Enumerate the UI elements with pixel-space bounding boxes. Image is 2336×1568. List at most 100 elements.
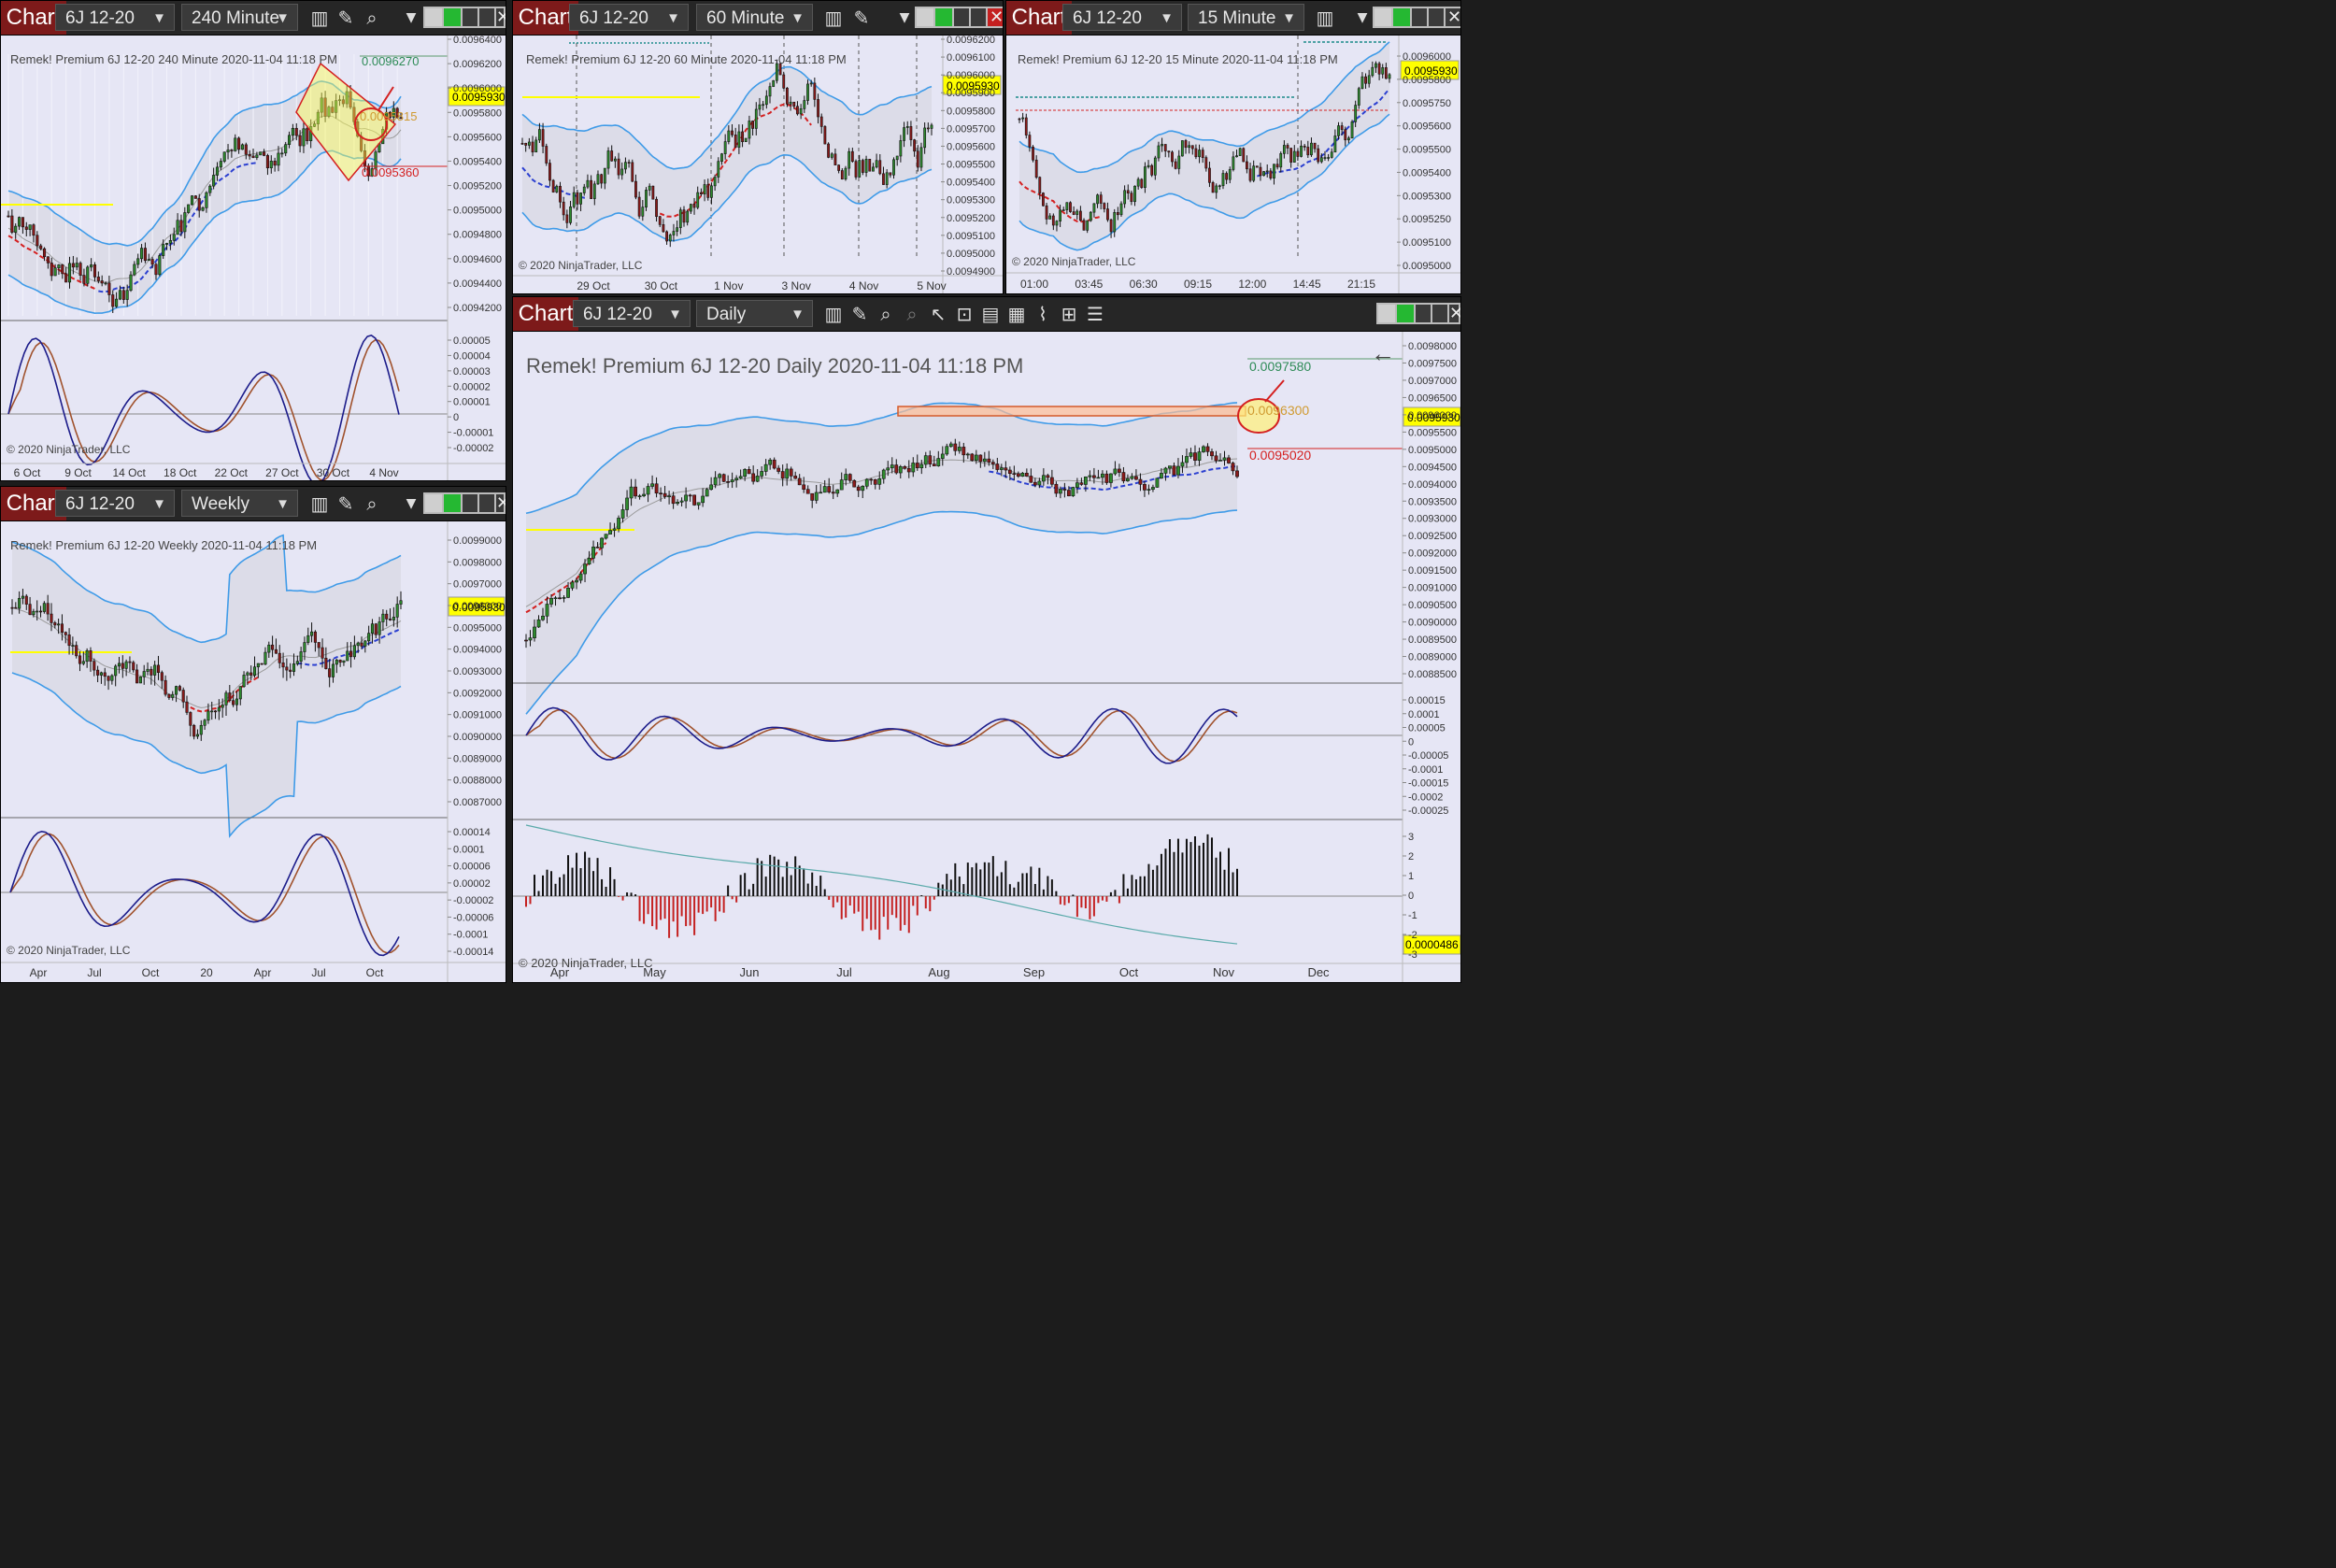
bar-type-icon[interactable]: ▥ (824, 7, 843, 29)
candle-body (699, 192, 703, 194)
period-select[interactable]: Weekly ▼ (181, 490, 298, 517)
chart-menu-button[interactable]: Chart (1006, 1, 1072, 35)
candle-body (67, 263, 72, 283)
chevron-down-icon[interactable]: ▼ (406, 10, 417, 25)
axis-label: 0.00006 (453, 862, 491, 873)
calculator-icon[interactable]: ⊞ (1061, 303, 1077, 325)
chevron-down-icon[interactable]: ▼ (1357, 10, 1368, 25)
instrument-select[interactable]: 6J 12-20 ▼ (569, 4, 689, 31)
current-price-tag (448, 596, 506, 617)
candle-body (778, 63, 782, 76)
candle-body (676, 502, 680, 505)
candle-body (7, 215, 10, 218)
data-box-icon[interactable]: ⊡ (956, 303, 973, 325)
candle-body (799, 108, 803, 115)
close-button[interactable]: ✕ (986, 7, 1003, 28)
axis-label: 0.0095800 (947, 106, 995, 117)
drawing-tool-icon[interactable]: ✎ (337, 7, 354, 29)
chart-header: Remek! Premium 6J 12-20 15 Minute 2020-1… (1018, 52, 1338, 66)
period-select[interactable]: 60 Minute ▼ (696, 4, 813, 31)
chart-plot-area[interactable]: 0.0095930 Remek! Premium 6J 12-20 60 Min… (513, 35, 1003, 293)
period-select[interactable]: 240 Minute ▼ (181, 4, 298, 31)
candle-body (60, 623, 64, 633)
period-value: Daily (706, 305, 747, 324)
axis-label: Sep (1023, 965, 1045, 979)
axis-label: 21:15 (1347, 278, 1375, 291)
close-button[interactable]: ✕ (494, 492, 506, 514)
candle-body (809, 82, 813, 85)
candle-body (909, 126, 913, 140)
bar-type-icon[interactable]: ▥ (310, 492, 329, 515)
drawing-tool-icon[interactable]: ✎ (337, 492, 354, 515)
copyright-label: © 2020 NinjaTrader, LLC (519, 956, 653, 970)
axis-label: 4 Nov (369, 466, 398, 479)
chart-trader-icon[interactable]: ⌇ (1038, 303, 1047, 325)
candle-body (1225, 173, 1229, 180)
zoom-icon[interactable]: ⌕ (366, 492, 377, 515)
candle-body (207, 710, 210, 721)
candle-body (662, 492, 667, 497)
chart-toolbar: Chart 6J 12-20 ▼ 15 Minute ▼ ▥ ▼ ✕ (1006, 1, 1460, 36)
candle-body (168, 240, 172, 244)
candle-body (252, 666, 257, 676)
chevron-down-icon: ▼ (791, 306, 805, 322)
period-select[interactable]: 15 Minute ▼ (1188, 4, 1304, 31)
candle-body (898, 466, 903, 474)
candle-body (1172, 465, 1176, 476)
bar-type-icon[interactable]: ▥ (1316, 7, 1334, 29)
period-value: Weekly (192, 494, 249, 514)
trend-strength-line (525, 824, 1238, 945)
instrument-select[interactable]: 6J 12-20 ▼ (55, 490, 175, 517)
zoom-in-icon[interactable]: ⌕ (880, 303, 891, 325)
candle-body (399, 600, 403, 605)
axis-label: 6 Oct (14, 466, 41, 479)
bar-type-icon[interactable]: ▥ (824, 303, 843, 325)
instrument-select[interactable]: 6J 12-20 ▼ (1062, 4, 1182, 31)
axis-label: 06:30 (1130, 278, 1158, 291)
candle-body (164, 243, 169, 245)
chart-plot-area[interactable]: 0.0097580 0.0096300 0.0095020 0.0095930 0.00… (513, 332, 1460, 982)
candle-body (576, 192, 579, 205)
candle-body (878, 160, 882, 175)
chevron-down-icon[interactable]: ▼ (899, 10, 910, 25)
pointer-icon[interactable]: ↖ (930, 303, 947, 325)
candle-body (785, 468, 790, 479)
candle-body (792, 101, 796, 107)
close-button[interactable]: ✕ (494, 7, 506, 28)
period-select[interactable]: Daily ▼ (696, 300, 813, 327)
candle-body (570, 581, 575, 589)
candle-body (160, 672, 164, 681)
candle-body (873, 478, 877, 485)
chart-plot-area[interactable]: 0.0095930 Remek! Premium 6J 12-20 15 Min… (1006, 36, 1460, 293)
candle-body (957, 447, 961, 451)
indicators-icon[interactable]: ▤ (981, 303, 1000, 325)
axis-label: 0 (1408, 736, 1414, 748)
candle-body (178, 686, 181, 691)
chart-plot-area[interactable]: 0.0096270 0.0095815 0.0095360 0.0095930 Rem… (1, 35, 506, 480)
candle-body (835, 489, 840, 494)
strategies-icon[interactable]: ▦ (1007, 303, 1026, 325)
instrument-select[interactable]: 6J 12-20 ▼ (573, 300, 691, 327)
chart-menu-button[interactable]: Chart (513, 1, 578, 35)
axis-label: 0 (1408, 891, 1414, 902)
chevron-down-icon[interactable]: ▼ (406, 496, 417, 511)
candle-body (982, 458, 987, 463)
zoom-out-icon[interactable]: ⌕ (906, 303, 918, 325)
candle-body (1042, 192, 1045, 207)
chart-plot-area[interactable]: 0.0095930 Remek! Premium 6J 12-20 Weekly… (1, 521, 506, 982)
candle-body (558, 597, 562, 600)
chart-menu-button[interactable]: Chart (513, 297, 578, 331)
candle-body (1255, 165, 1259, 168)
back-arrow-icon[interactable]: ← (1371, 339, 1395, 367)
close-button[interactable]: ✕ (1447, 303, 1460, 324)
instrument-select[interactable]: 6J 12-20 ▼ (55, 4, 175, 31)
properties-icon[interactable]: ☰ (1087, 303, 1104, 325)
candle-body (1384, 67, 1388, 79)
bar-type-icon[interactable]: ▥ (310, 7, 329, 29)
drawing-tool-icon[interactable]: ✎ (853, 7, 870, 29)
drawing-tool-icon[interactable]: ✎ (851, 303, 868, 325)
close-button[interactable]: ✕ (1444, 7, 1460, 28)
candle-body (617, 158, 620, 176)
zoom-icon[interactable]: ⌕ (366, 7, 377, 29)
period-value: 240 Minute (192, 8, 280, 28)
